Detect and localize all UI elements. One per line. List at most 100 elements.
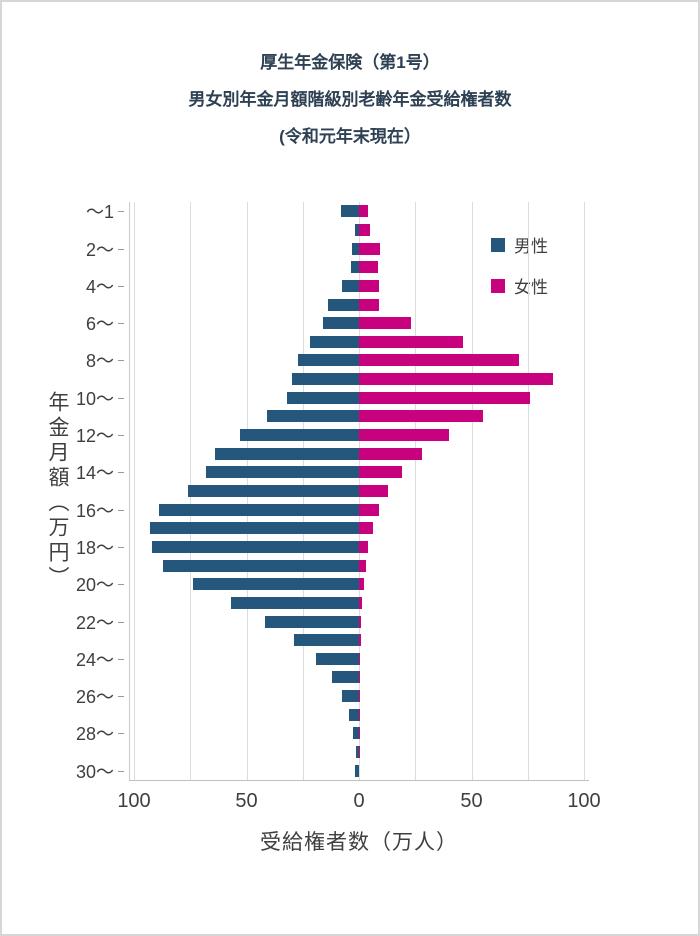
bar-female xyxy=(359,242,381,255)
bar-male xyxy=(309,335,359,348)
bar-male xyxy=(291,373,359,386)
y-tick-label: 2～ xyxy=(85,239,114,260)
y-tick-mark xyxy=(118,770,124,772)
bar-male xyxy=(327,298,359,311)
y-tick-mark xyxy=(118,472,124,474)
x-tick-label: 50 xyxy=(235,790,258,812)
bar-female xyxy=(359,652,360,665)
chart-title-line3: (令和元年末現在） xyxy=(279,127,421,146)
bar-female xyxy=(359,317,411,330)
y-tick-label: 12～ xyxy=(75,426,114,447)
legend-swatch-female xyxy=(491,278,505,293)
bar-male xyxy=(287,391,359,404)
bar-female xyxy=(359,671,360,684)
bar-male xyxy=(239,429,359,442)
bar-male xyxy=(158,503,359,516)
y-axis-tick-labels: ～1 2～ 4～ 6～ 8～ 10～ 12～ 14～ 16～ 18～ 20～ 22～ 24～ 26～ 28～… xyxy=(42,202,124,782)
y-tick-label: 14～ xyxy=(75,463,114,484)
bar-female xyxy=(359,466,402,479)
bar-female xyxy=(359,410,483,423)
y-tick-mark xyxy=(118,621,124,623)
legend-item-male: 男性 xyxy=(491,232,548,257)
x-tick-label: 50 xyxy=(460,790,483,812)
x-axis-tick-labels: 100 50 0 50 100 xyxy=(117,790,600,816)
bar-female xyxy=(359,279,380,292)
bar-female xyxy=(359,205,368,218)
bar-male xyxy=(352,242,359,255)
y-tick-label: 20～ xyxy=(75,575,114,596)
bar-female xyxy=(359,522,373,535)
y-tick-mark xyxy=(118,211,124,213)
gridline xyxy=(471,202,473,780)
y-tick-label: ～1 xyxy=(85,202,114,223)
y-axis-title: 年金月額（万円） xyxy=(46,391,69,591)
y-tick-mark xyxy=(118,584,124,586)
gridline xyxy=(134,202,135,780)
y-tick-mark xyxy=(118,248,124,250)
gridline xyxy=(527,202,529,780)
legend-swatch-male xyxy=(491,237,505,252)
chart-title-line1: 厚生年金保険（第1号） xyxy=(260,53,440,72)
bar-male xyxy=(230,596,359,609)
x-axis-title: 受給権者数（万人） xyxy=(260,831,458,854)
bar-male xyxy=(342,690,359,703)
y-tick-mark xyxy=(118,733,124,735)
bar-female xyxy=(359,485,389,497)
bar-male xyxy=(298,354,359,367)
bar-male xyxy=(351,261,359,274)
gridline xyxy=(415,202,417,780)
y-tick-mark xyxy=(118,546,124,548)
x-tick-label: 0 xyxy=(353,790,365,812)
bar-male xyxy=(206,466,359,479)
bar-female xyxy=(359,223,371,236)
bar-female xyxy=(359,354,519,367)
bar-female xyxy=(359,596,363,609)
y-tick-mark xyxy=(118,360,124,362)
bar-female xyxy=(359,447,422,460)
y-tick-mark xyxy=(118,658,124,660)
bar-female xyxy=(359,391,530,404)
bar-female xyxy=(359,540,368,553)
y-tick-mark xyxy=(118,435,124,437)
bar-male xyxy=(152,540,359,553)
bar-female xyxy=(359,578,364,591)
y-tick-label: 16～ xyxy=(75,500,114,521)
bar-male xyxy=(353,727,359,740)
x-tick-label: 100 xyxy=(567,790,601,812)
bar-male xyxy=(354,223,359,236)
y-tick-label: 18～ xyxy=(75,537,114,558)
bar-male xyxy=(342,279,359,292)
bar-female xyxy=(359,559,366,572)
legend-item-female: 女性 xyxy=(491,273,548,298)
bar-male xyxy=(355,746,359,759)
bar-female xyxy=(359,261,379,274)
x-tick-label: 100 xyxy=(117,790,151,812)
y-tick-label: 22～ xyxy=(75,612,114,633)
gridline xyxy=(584,202,585,780)
y-tick-label: 8～ xyxy=(85,351,114,372)
chart-title-line2: 男女別年金月額階級別老齢年金受給権者数 xyxy=(188,90,512,109)
y-tick-mark xyxy=(118,323,124,325)
bar-female xyxy=(359,503,380,516)
bar-male xyxy=(192,578,359,591)
bar-female xyxy=(359,298,380,311)
bar-female xyxy=(359,615,362,628)
y-tick-label: 4～ xyxy=(85,276,114,297)
bar-male xyxy=(215,447,359,460)
bar-male xyxy=(341,205,359,218)
y-tick-label: 6～ xyxy=(85,314,114,335)
y-tick-label: 10～ xyxy=(75,388,114,409)
bar-female xyxy=(359,634,361,647)
legend-label-male: 男性 xyxy=(514,237,548,256)
bar-female xyxy=(359,335,463,348)
bar-female xyxy=(359,373,553,386)
chart-title: 厚生年金保険（第1号） 男女別年金月額階級別老齢年金受給権者数 (令和元年末現在… xyxy=(2,44,698,155)
bar-male xyxy=(316,652,359,665)
category-axis-line xyxy=(129,202,130,780)
y-tick-mark xyxy=(118,285,124,287)
bar-male xyxy=(323,317,359,330)
y-tick-mark xyxy=(118,509,124,511)
bar-male xyxy=(163,559,359,572)
legend: 男性 女性 xyxy=(491,232,548,298)
bar-male xyxy=(354,764,359,777)
